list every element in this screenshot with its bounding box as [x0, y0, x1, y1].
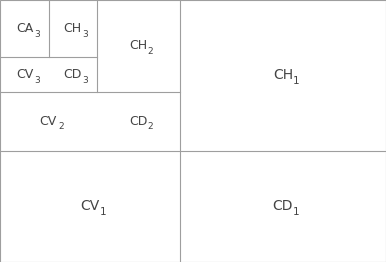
Text: 1: 1 [293, 76, 299, 86]
Text: 3: 3 [83, 30, 88, 39]
Text: 2: 2 [148, 122, 154, 132]
Text: 1: 1 [100, 207, 106, 217]
Text: 3: 3 [34, 76, 40, 85]
Text: CV: CV [80, 199, 100, 213]
Text: CD: CD [273, 199, 293, 213]
Text: 2: 2 [148, 47, 154, 56]
Text: 3: 3 [34, 30, 40, 39]
Text: CH: CH [129, 39, 147, 52]
Text: CD: CD [64, 68, 82, 81]
Text: CH: CH [64, 22, 82, 35]
Text: CV: CV [40, 115, 57, 128]
Text: CD: CD [129, 115, 147, 128]
Text: CV: CV [16, 68, 33, 81]
Text: CH: CH [273, 68, 293, 82]
Text: 2: 2 [58, 122, 64, 132]
Text: CA: CA [16, 22, 33, 35]
Text: 1: 1 [293, 207, 299, 217]
Text: 3: 3 [83, 76, 88, 85]
